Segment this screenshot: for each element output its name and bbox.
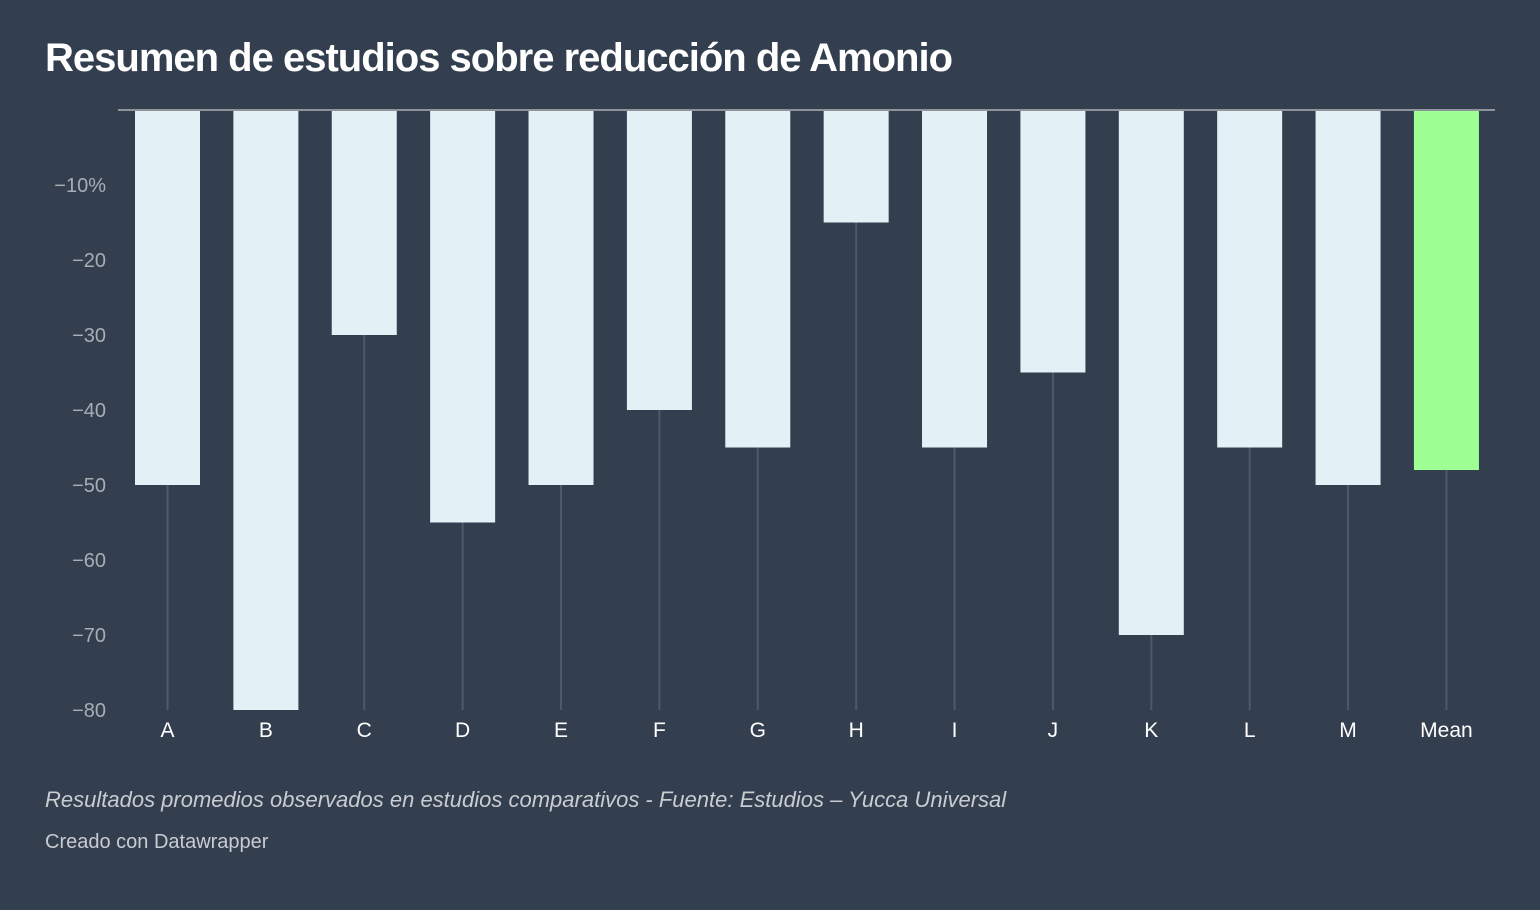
x-tick-label: L bbox=[1244, 719, 1256, 742]
bar-b bbox=[233, 110, 299, 710]
bar-i bbox=[922, 110, 988, 448]
y-tick-label: −30 bbox=[72, 325, 106, 347]
x-tick-label: J bbox=[1048, 719, 1059, 742]
x-tick-label: Mean bbox=[1420, 719, 1473, 742]
bar-l bbox=[1217, 110, 1283, 448]
bar-g bbox=[725, 110, 791, 448]
y-tick-label: −10% bbox=[54, 175, 106, 197]
bar-j bbox=[1020, 110, 1086, 373]
bar-h bbox=[823, 110, 889, 223]
chart-title: Resumen de estudios sobre reducción de A… bbox=[45, 36, 953, 80]
y-tick-label: −20 bbox=[72, 250, 106, 272]
bar-mean bbox=[1413, 110, 1479, 470]
y-tick-label: −50 bbox=[72, 475, 106, 497]
x-tick-label: G bbox=[750, 719, 766, 742]
x-tick-label: B bbox=[259, 719, 273, 742]
y-tick-label: −60 bbox=[72, 550, 106, 572]
byline: Creado con Datawrapper bbox=[45, 831, 269, 853]
x-tick-label: H bbox=[849, 719, 864, 742]
bar-c bbox=[331, 110, 397, 335]
x-tick-label: D bbox=[455, 719, 470, 742]
x-tick-label: E bbox=[554, 719, 568, 742]
chart-notes: Resultados promedios observados en estud… bbox=[45, 787, 1007, 812]
x-tick-label: C bbox=[357, 719, 372, 742]
x-tick-label: K bbox=[1144, 719, 1158, 742]
x-tick-label: F bbox=[653, 719, 666, 742]
y-tick-label: −40 bbox=[72, 400, 106, 422]
bar-a bbox=[135, 110, 200, 485]
x-tick-label: I bbox=[952, 719, 958, 742]
bar-f bbox=[626, 110, 692, 410]
bar-d bbox=[430, 110, 496, 523]
y-tick-label: −70 bbox=[72, 625, 106, 647]
x-tick-label: M bbox=[1339, 719, 1357, 742]
bar-m bbox=[1315, 110, 1381, 485]
y-tick-label: −80 bbox=[72, 700, 106, 722]
bar-k bbox=[1118, 110, 1184, 635]
x-tick-label: A bbox=[160, 719, 174, 742]
bar-e bbox=[528, 110, 594, 485]
